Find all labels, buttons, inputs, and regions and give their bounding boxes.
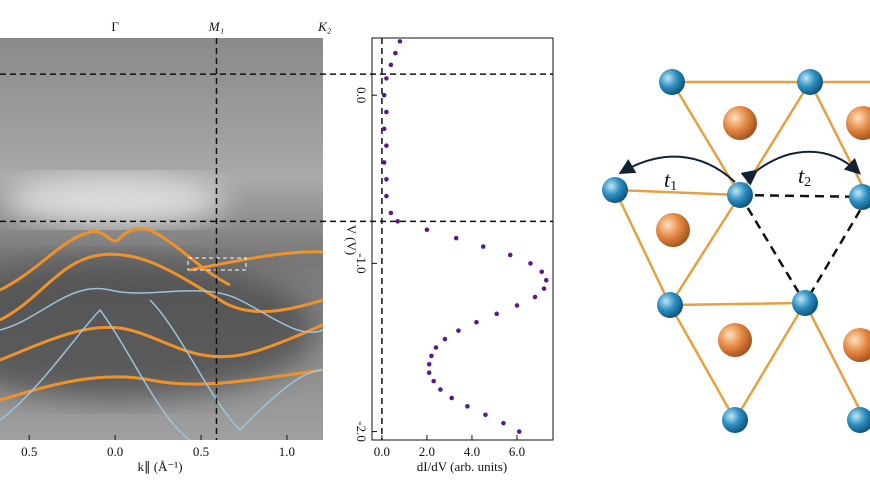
data-point (449, 395, 454, 401)
data-point (507, 252, 513, 258)
hopping-triangle (738, 193, 870, 306)
x-tick-label: 6.0 (509, 444, 525, 459)
x-tick-label: 2.0 (419, 444, 435, 459)
data-point (384, 76, 389, 81)
t2-label: t2 (798, 163, 811, 190)
data-point (483, 412, 488, 418)
data-point (465, 404, 470, 409)
data-point (426, 362, 432, 367)
data-point (480, 244, 486, 249)
x-tick-label: 0.5 (21, 444, 37, 459)
data-point (501, 420, 506, 426)
data-point (384, 193, 389, 199)
blue-atoms (602, 69, 870, 433)
data-point (429, 353, 434, 359)
data-point (532, 294, 538, 300)
data-point (528, 261, 533, 266)
data-point (543, 277, 549, 283)
data-point (395, 219, 400, 224)
arpes-x-label: k∥ (Å⁻¹) (137, 459, 182, 474)
blue-bands (0, 287, 323, 440)
data-point (424, 227, 430, 233)
data-point (539, 269, 545, 275)
lattice (612, 80, 870, 423)
data-point (381, 92, 387, 98)
data-point (388, 62, 394, 68)
data-point (426, 370, 432, 376)
data-point (541, 286, 547, 291)
y-axis-label: V (V) (344, 225, 359, 255)
x-tick-label: 0.0 (107, 444, 123, 459)
top-tick-label: K₂ (317, 19, 332, 34)
data-point (393, 50, 398, 56)
orange-atoms (656, 106, 870, 362)
bright-band (5, 175, 225, 225)
data-point (474, 319, 479, 325)
data-point (397, 39, 403, 44)
data-point (516, 429, 522, 434)
x-tick-label: 0.0 (374, 444, 390, 459)
t1-label: t1 (664, 167, 677, 194)
top-tick-label: Γ (111, 19, 119, 34)
y-tick-label: -2.0 (354, 421, 369, 442)
data-point (431, 378, 436, 384)
t2-arrow (740, 150, 861, 186)
arpes-panel (0, 38, 323, 440)
data-point (381, 126, 387, 132)
top-tick-label: M₁ (208, 19, 224, 34)
dark-band (0, 260, 315, 400)
data-point (442, 336, 448, 342)
x-axis-label: dI/dV (arb. units) (417, 459, 507, 474)
x-tick-label: 1.0 (279, 444, 295, 459)
data-point (438, 387, 443, 392)
data-point (384, 176, 389, 182)
data-point (514, 303, 520, 308)
t1-arrow (618, 155, 736, 183)
x-tick-label: 4.0 (464, 444, 480, 459)
data-point (384, 109, 389, 115)
data-point (453, 235, 459, 241)
data-point (384, 143, 389, 148)
data-point (381, 160, 387, 165)
orange-bands (0, 227, 323, 402)
chart-frame (371, 37, 554, 441)
data-point (433, 345, 439, 350)
y-tick-label: -1.0 (354, 253, 369, 274)
data-point (494, 311, 500, 317)
y-tick-label: 0.0 (354, 87, 369, 103)
x-tick-label: 0.5 (193, 444, 209, 459)
data-point (456, 328, 461, 333)
data-point (388, 210, 394, 216)
